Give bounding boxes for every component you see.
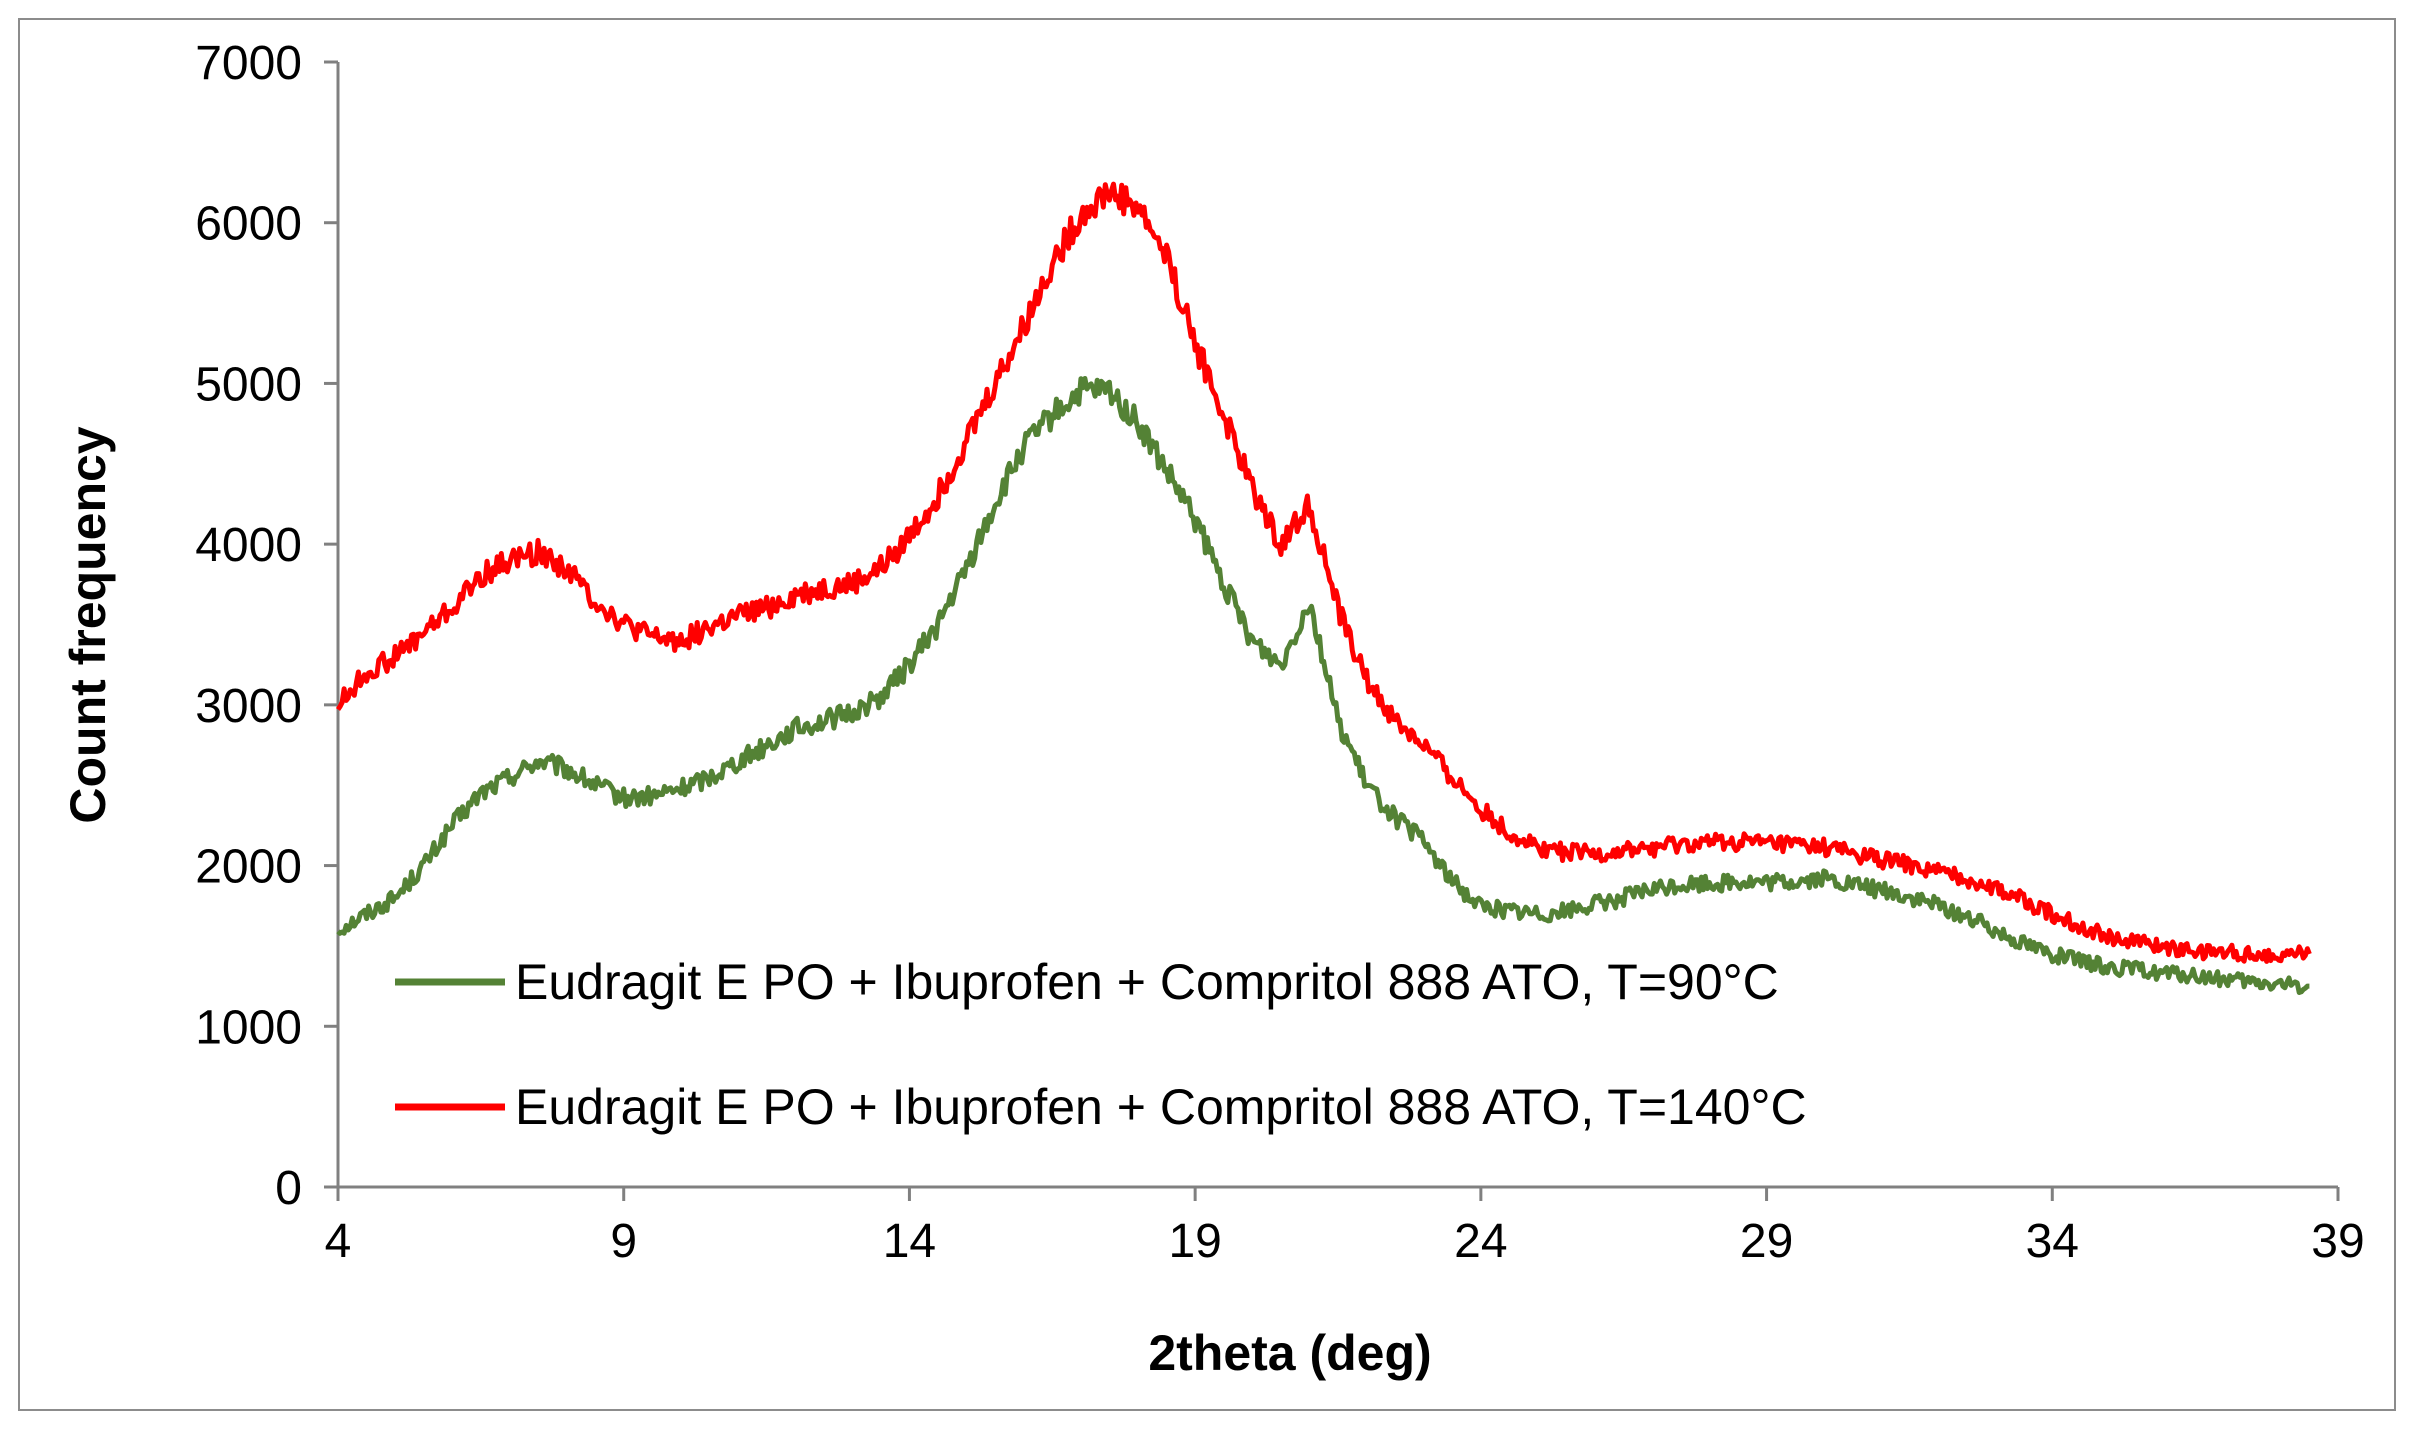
x-tick-label: 24 <box>1454 1215 1507 1268</box>
y-tick-label: 7000 <box>195 37 302 90</box>
y-tick-label: 3000 <box>195 680 302 733</box>
y-tick-label: 6000 <box>195 198 302 251</box>
y-tick-label: 4000 <box>195 519 302 572</box>
y-tick-label: 5000 <box>195 358 302 411</box>
series-line-2 <box>335 181 2312 964</box>
legend-label-series-1: Eudragit E PO + Ibuprofen + Compritol 88… <box>515 954 1779 1010</box>
y-tick-label: 0 <box>275 1162 302 1215</box>
x-axis-title: 2theta (deg) <box>1148 1325 1431 1381</box>
x-tick-label: 14 <box>883 1215 936 1268</box>
x-tick-label: 39 <box>2311 1215 2364 1268</box>
y-tick-label: 2000 <box>195 841 302 894</box>
x-tick-label: 34 <box>2026 1215 2079 1268</box>
x-tick-label: 4 <box>325 1215 352 1268</box>
chart-frame <box>18 18 2396 1411</box>
legend: Eudragit E PO + Ibuprofen + Compritol 88… <box>395 954 1807 1135</box>
legend-label-series-2: Eudragit E PO + Ibuprofen + Compritol 88… <box>515 1079 1807 1135</box>
x-tick-label: 19 <box>1168 1215 1221 1268</box>
y-tick-label: 1000 <box>195 1001 302 1054</box>
y-axis: 0 1000 2000 3000 4000 5000 6000 7000 <box>195 37 340 1215</box>
series-layer <box>335 181 2312 995</box>
x-tick-label: 9 <box>610 1215 637 1268</box>
series-line-1 <box>336 376 2310 995</box>
x-axis: 4 9 14 19 24 29 34 39 <box>325 1185 2365 1268</box>
x-tick-label: 29 <box>1740 1215 1793 1268</box>
y-axis-title: Count frequency <box>60 426 116 823</box>
